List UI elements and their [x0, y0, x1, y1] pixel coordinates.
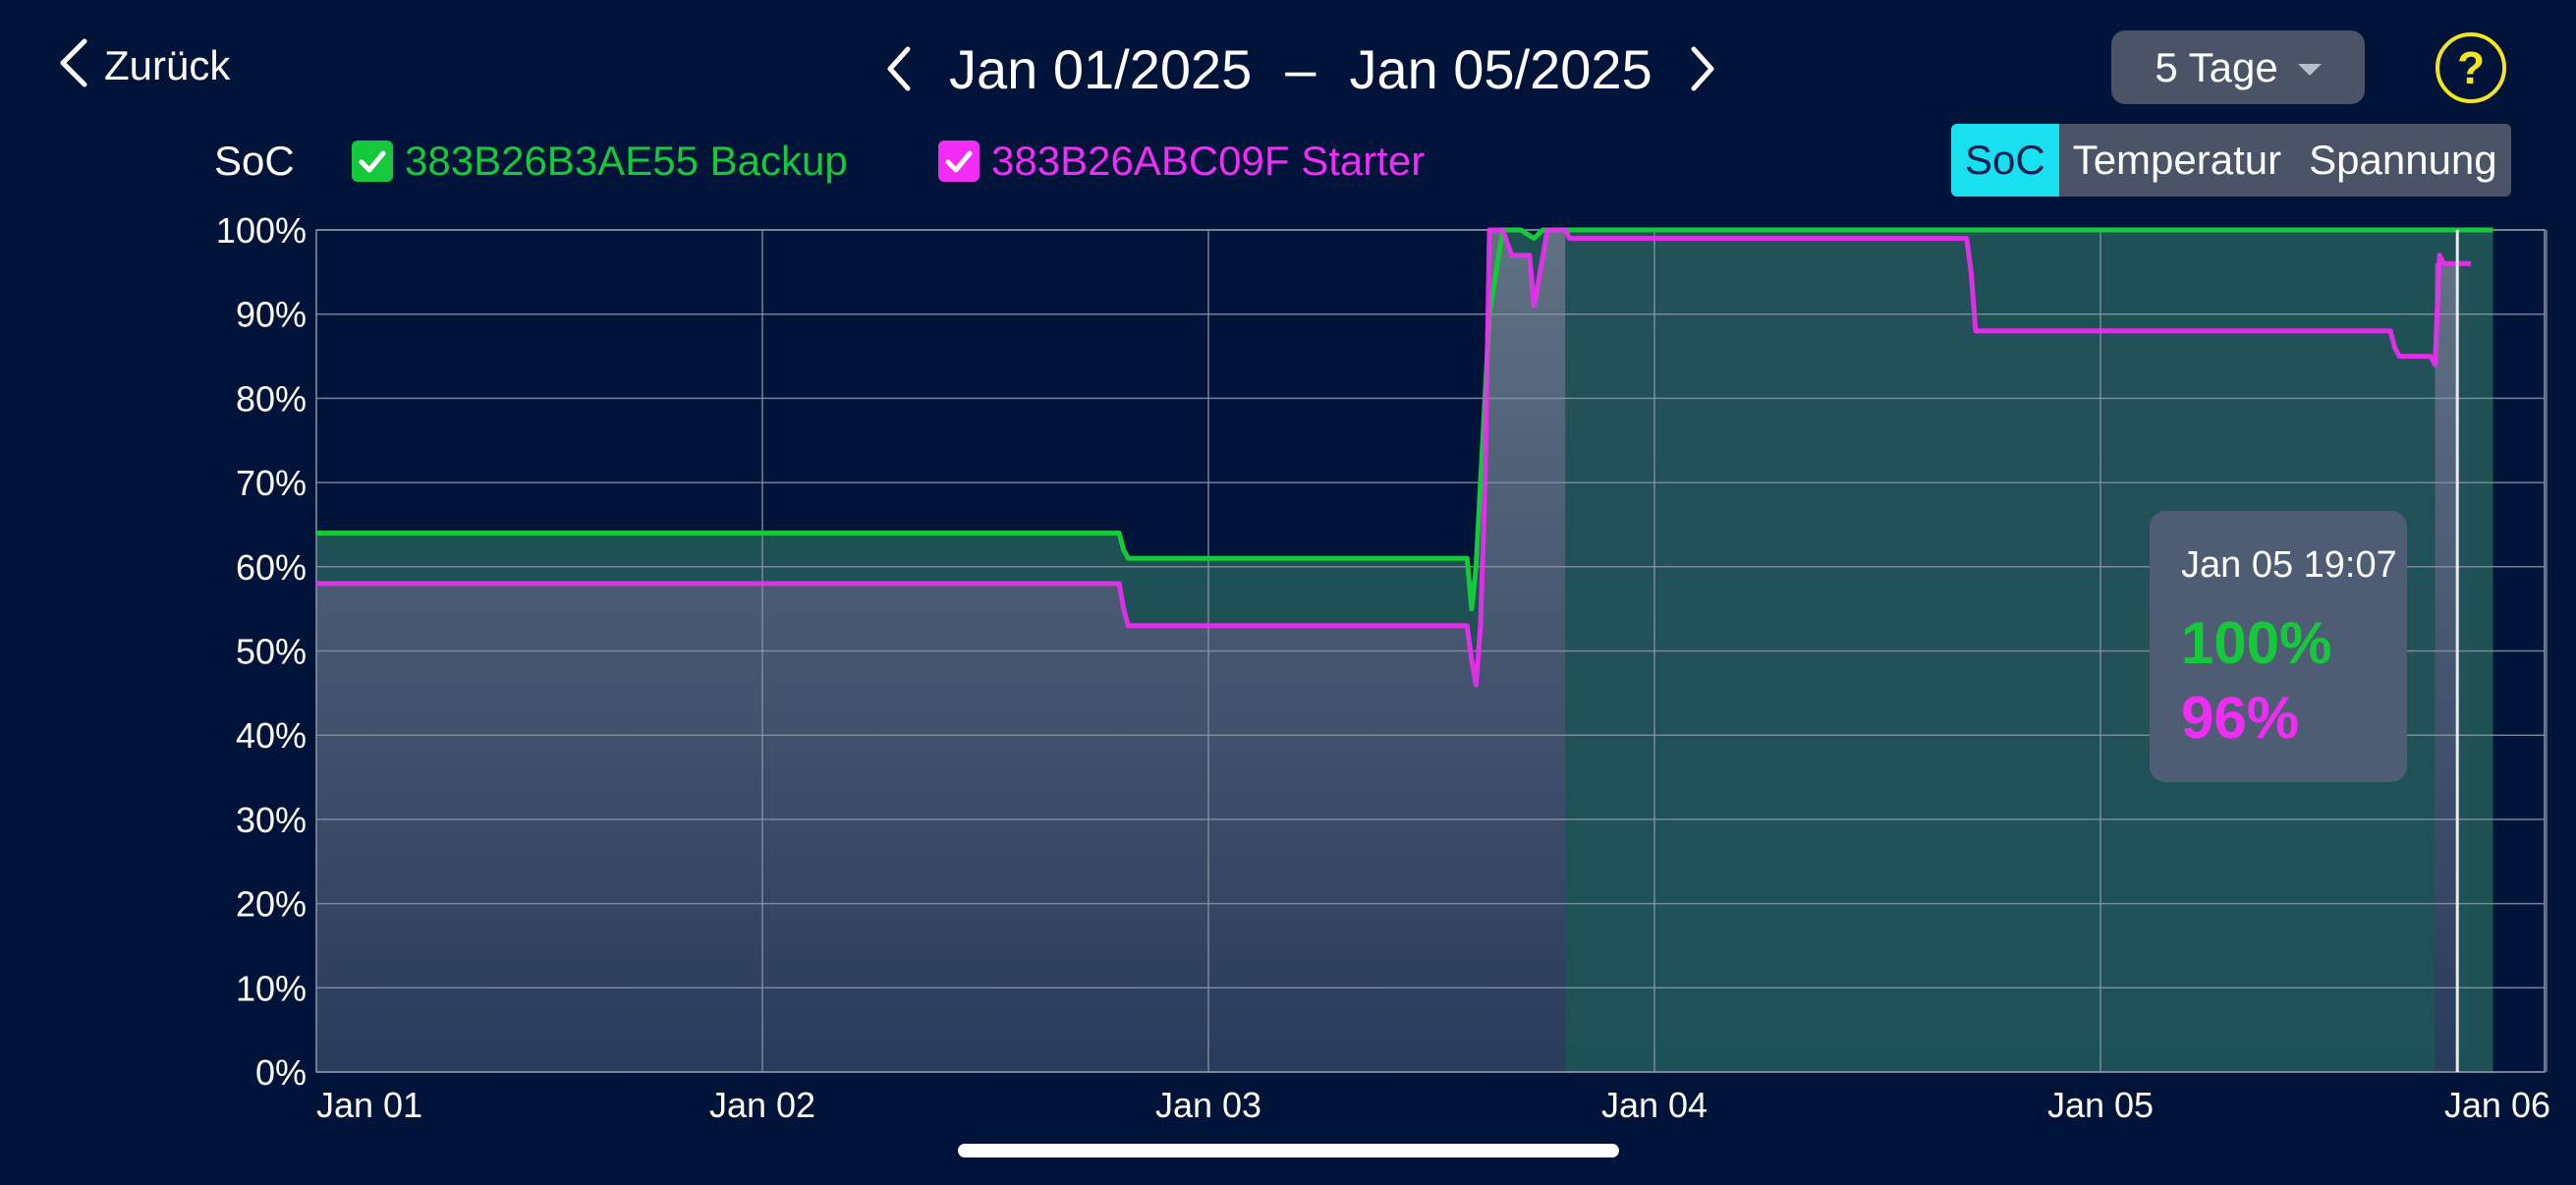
- date-separator: –: [1285, 37, 1316, 100]
- checkbox-series-2[interactable]: [938, 141, 980, 182]
- previous-period-button[interactable]: [884, 45, 914, 92]
- tooltip-value-series-2: 96%: [2181, 685, 2300, 751]
- x-tick-label: Jan 04: [1601, 1085, 1708, 1125]
- tab-soc[interactable]: SoC: [1951, 124, 2059, 197]
- y-tick-label: 30%: [236, 800, 307, 840]
- y-tick-label: 10%: [236, 968, 307, 1008]
- y-tick-label: 80%: [236, 378, 307, 419]
- date-to: Jan 05/2025: [1349, 37, 1652, 100]
- y-tick-label: 50%: [236, 632, 307, 672]
- legend-series-2[interactable]: 383B26ABC09F Starter: [938, 136, 1425, 187]
- line-series-2: [316, 227, 2471, 688]
- x-tick-label: Jan 02: [709, 1085, 815, 1125]
- chevron-left-icon: [887, 46, 911, 91]
- tab-temperatur[interactable]: Temperatur: [2072, 137, 2282, 183]
- checkbox-series-1[interactable]: [352, 141, 393, 182]
- y-tick-label: 20%: [236, 884, 307, 925]
- question-mark-icon: ?: [2456, 42, 2486, 93]
- tab-spannung[interactable]: Spannung: [2309, 137, 2497, 183]
- x-tick-label: Jan 05: [2047, 1085, 2154, 1125]
- area-overlap-right: [2435, 263, 2458, 1072]
- legend-series-1[interactable]: 383B26B3AE55 Backup: [352, 136, 848, 187]
- date-from: Jan 01/2025: [949, 37, 1253, 100]
- legend-series-2-label: 383B26ABC09F Starter: [991, 138, 1426, 184]
- line-series-1: [316, 227, 2493, 612]
- back-label: Zurück: [104, 41, 231, 88]
- tooltip-value-series-1: 100%: [2181, 610, 2332, 676]
- help-button[interactable]: ?: [2436, 32, 2506, 103]
- y-tick-label: 40%: [236, 715, 307, 756]
- home-indicator: [958, 1144, 1619, 1157]
- x-tick-label: Jan 06: [2444, 1085, 2550, 1125]
- x-tick-label: Jan 03: [1155, 1085, 1261, 1125]
- chevron-left-icon: [57, 37, 90, 93]
- checkmark-icon: [945, 150, 973, 173]
- y-tick-label: 0%: [255, 1052, 307, 1093]
- x-tick-label: Jan 01: [316, 1085, 422, 1125]
- tooltip-time: Jan 05 19:07: [2181, 544, 2397, 586]
- checkmark-icon: [359, 150, 386, 173]
- chart-tooltip: Jan 05 19:07 100% 96%: [2150, 511, 2407, 782]
- y-tick-label: 70%: [236, 463, 307, 503]
- chevron-right-icon: [1691, 46, 1714, 91]
- date-range-nav: Jan 01/2025 – Jan 05/2025: [884, 29, 1717, 108]
- caret-down-icon: [2297, 63, 2322, 76]
- y-tick-label: 100%: [216, 210, 307, 251]
- metric-tabs: SoC Temperatur Spannung: [1951, 124, 2511, 197]
- range-dropdown[interactable]: 5 Tage: [2111, 30, 2365, 104]
- y-tick-label: 90%: [236, 295, 307, 335]
- y-tick-label: 60%: [236, 547, 307, 588]
- range-label: 5 Tage: [2155, 43, 2278, 90]
- next-period-button[interactable]: [1688, 45, 1717, 92]
- metric-label: SoC: [214, 138, 295, 184]
- legend-series-1-label: 383B26B3AE55 Backup: [405, 138, 848, 184]
- back-button[interactable]: Zurück: [57, 37, 230, 93]
